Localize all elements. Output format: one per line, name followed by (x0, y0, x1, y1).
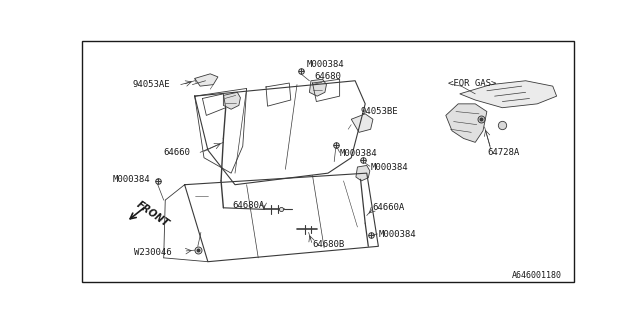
Text: 64680B: 64680B (312, 240, 345, 249)
Text: 94053AE: 94053AE (132, 80, 170, 89)
Text: <FOR GAS>: <FOR GAS> (448, 78, 497, 88)
Text: 64728A: 64728A (487, 148, 519, 157)
Text: FRONT: FRONT (134, 199, 170, 229)
Text: W230046: W230046 (134, 248, 172, 257)
Text: A646001180: A646001180 (511, 271, 562, 280)
Text: M000384: M000384 (113, 175, 150, 184)
Text: 64660: 64660 (164, 148, 191, 157)
Text: 64660A: 64660A (372, 203, 404, 212)
Polygon shape (460, 81, 557, 108)
Text: 94053BE: 94053BE (360, 107, 398, 116)
Text: 64680: 64680 (314, 72, 341, 81)
Polygon shape (356, 165, 370, 181)
Polygon shape (195, 74, 218, 86)
Text: 64680A: 64680A (233, 201, 265, 210)
Text: M000384: M000384 (371, 163, 408, 172)
Text: M000384: M000384 (307, 60, 344, 69)
Polygon shape (351, 114, 373, 132)
Polygon shape (446, 104, 487, 142)
Polygon shape (223, 92, 241, 109)
Text: M000384: M000384 (340, 149, 377, 158)
Text: M000384: M000384 (378, 230, 416, 239)
Polygon shape (309, 79, 326, 96)
